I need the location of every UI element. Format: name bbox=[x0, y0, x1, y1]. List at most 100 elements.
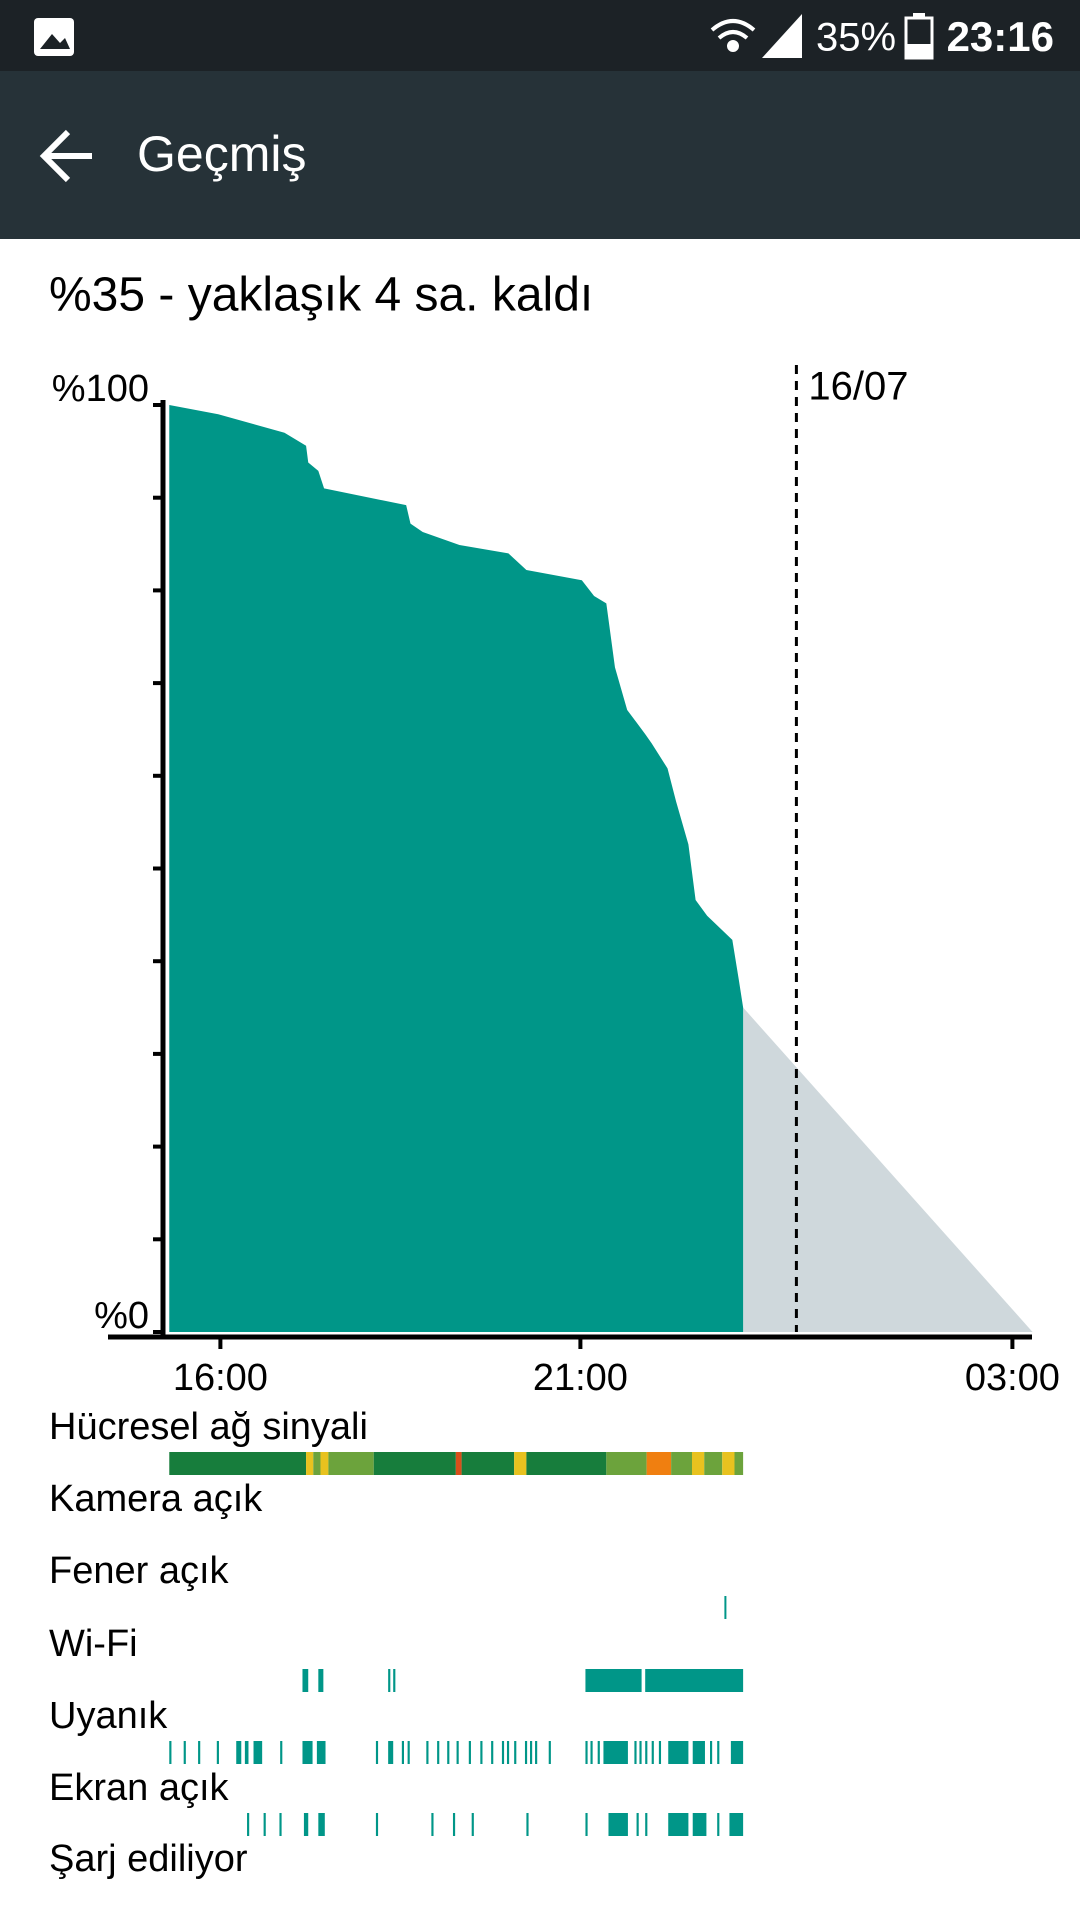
battery-summary: %35 - yaklaşık 4 sa. kaldı bbox=[49, 269, 593, 322]
track-label: Fener açık bbox=[49, 1550, 230, 1592]
track-segment bbox=[710, 1741, 713, 1764]
track-segment bbox=[636, 1813, 639, 1836]
wifi-icon bbox=[710, 19, 756, 52]
track-segment bbox=[461, 1452, 515, 1475]
track-segment bbox=[480, 1741, 483, 1764]
battery-area bbox=[169, 405, 744, 1332]
track-segment bbox=[506, 1741, 510, 1764]
track-segment bbox=[373, 1452, 456, 1475]
track-segment bbox=[639, 1741, 642, 1764]
track-label: Hücresel ağ sinyali bbox=[49, 1406, 368, 1448]
track-segment bbox=[704, 1452, 723, 1475]
track-segment bbox=[585, 1813, 588, 1836]
track-segment bbox=[236, 1741, 242, 1764]
app-bar-title: Geçmiş bbox=[137, 126, 306, 182]
track-segment bbox=[671, 1452, 692, 1475]
track-segment bbox=[603, 1741, 628, 1764]
track-segment bbox=[306, 1452, 314, 1475]
track-segment bbox=[668, 1741, 689, 1764]
gallery-icon bbox=[34, 18, 74, 56]
track-segment bbox=[455, 1452, 462, 1475]
track-segment bbox=[456, 1741, 459, 1764]
track-segment bbox=[468, 1741, 471, 1764]
track-segment bbox=[431, 1813, 434, 1836]
track-segment bbox=[320, 1452, 329, 1475]
x-tick-label: 16:00 bbox=[173, 1357, 268, 1399]
track-segment bbox=[668, 1813, 689, 1836]
track-segment bbox=[734, 1452, 744, 1475]
track-segment bbox=[692, 1741, 705, 1764]
track-segment bbox=[692, 1813, 707, 1836]
projection-area bbox=[743, 1007, 1033, 1332]
track-segment bbox=[514, 1741, 517, 1764]
track-segment bbox=[722, 1452, 735, 1475]
track-segment bbox=[183, 1741, 186, 1764]
track-segment bbox=[724, 1596, 727, 1619]
history-tracks: Hücresel ağ sinyali Kamera açık Fener açık… bbox=[49, 1406, 744, 1880]
track-segment bbox=[645, 1669, 744, 1692]
track-segment bbox=[302, 1669, 309, 1692]
clock: 23:16 bbox=[947, 13, 1054, 60]
track-segment bbox=[634, 1741, 637, 1764]
track-segment bbox=[606, 1452, 647, 1475]
track-segment bbox=[302, 1741, 313, 1764]
track-segment bbox=[388, 1669, 391, 1692]
track-segment bbox=[447, 1741, 450, 1764]
y-tick-label: %100 bbox=[52, 368, 149, 410]
track-segment bbox=[313, 1452, 321, 1475]
track-segment bbox=[730, 1741, 744, 1764]
track-segment bbox=[328, 1452, 374, 1475]
date-label: 16/07 bbox=[808, 365, 908, 409]
track-segment bbox=[407, 1741, 410, 1764]
track-segment bbox=[645, 1741, 648, 1764]
track-label: Kamera açık bbox=[49, 1478, 263, 1520]
track-segment bbox=[471, 1813, 474, 1836]
track-segment bbox=[263, 1813, 266, 1836]
track-segment bbox=[524, 1741, 528, 1764]
track-segment bbox=[253, 1741, 263, 1764]
track-segment bbox=[388, 1741, 394, 1764]
track-segment bbox=[452, 1813, 456, 1836]
track-segment bbox=[393, 1669, 396, 1692]
track-segment bbox=[597, 1741, 600, 1764]
status-bar bbox=[0, 0, 1080, 71]
track-segment bbox=[535, 1741, 538, 1764]
track-segment bbox=[279, 1813, 282, 1836]
track-label: Wi-Fi bbox=[49, 1623, 138, 1665]
track-segment bbox=[646, 1452, 672, 1475]
track-label: Ekran açık bbox=[49, 1767, 230, 1809]
track-segment bbox=[692, 1452, 705, 1475]
track-segment bbox=[548, 1741, 551, 1764]
track-segment bbox=[585, 1669, 642, 1692]
track-segment bbox=[608, 1813, 628, 1836]
track-segment bbox=[514, 1452, 527, 1475]
track-segment bbox=[530, 1741, 533, 1764]
track-segment bbox=[651, 1741, 654, 1764]
track-segment bbox=[375, 1813, 379, 1836]
track-segment bbox=[426, 1741, 429, 1764]
track-segment bbox=[303, 1813, 309, 1836]
track-segment bbox=[585, 1741, 588, 1764]
track-segment bbox=[198, 1741, 201, 1764]
back-button[interactable] bbox=[39, 129, 92, 183]
track-segment bbox=[169, 1741, 172, 1764]
track-segment bbox=[717, 1741, 720, 1764]
track-segment bbox=[526, 1813, 529, 1836]
track-segment bbox=[216, 1741, 219, 1764]
track-segment bbox=[717, 1813, 720, 1836]
track-segment bbox=[658, 1741, 662, 1764]
track-segment bbox=[244, 1741, 249, 1764]
track-segment bbox=[491, 1741, 494, 1764]
track-segment bbox=[318, 1669, 324, 1692]
track-segment bbox=[375, 1741, 379, 1764]
battery-chart: %0 %100 16:00 21:00 03:00 16/07 bbox=[52, 365, 1060, 1399]
track-segment bbox=[318, 1813, 325, 1836]
track-segment bbox=[437, 1741, 440, 1764]
track-segment bbox=[169, 1452, 307, 1475]
battery-icon bbox=[904, 13, 934, 60]
track-segment bbox=[316, 1741, 326, 1764]
track-segment bbox=[501, 1741, 505, 1764]
app-bar bbox=[0, 71, 1080, 239]
